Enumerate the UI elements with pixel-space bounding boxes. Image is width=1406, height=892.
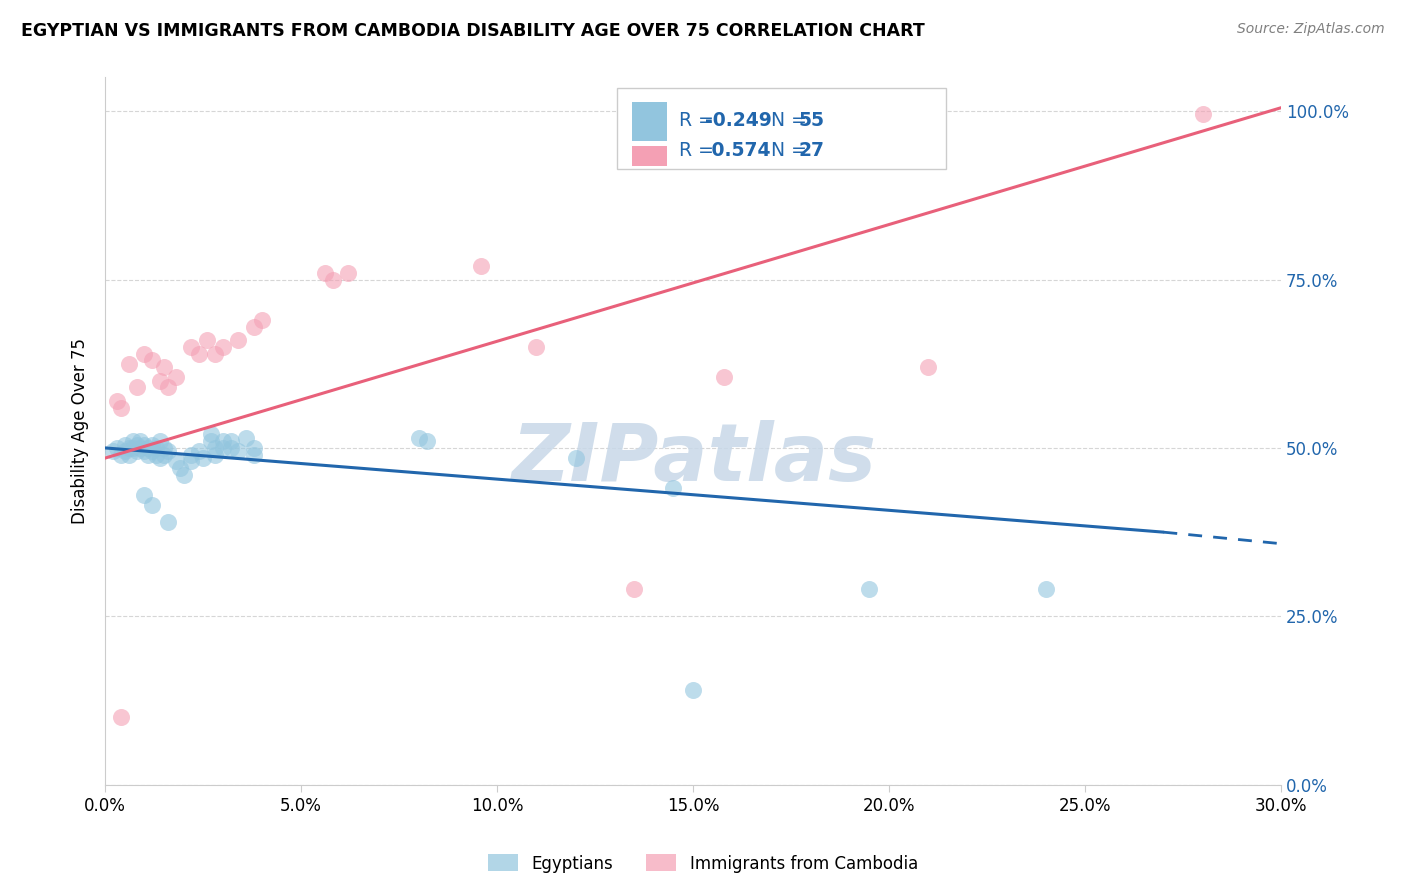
Point — [149, 451, 172, 466]
Point — [243, 448, 266, 462]
Point — [165, 454, 187, 468]
Point — [114, 444, 136, 458]
Point — [141, 498, 163, 512]
Point — [682, 683, 704, 698]
Text: R =: R = — [679, 141, 720, 160]
Point — [169, 461, 191, 475]
Point — [228, 333, 250, 347]
Point — [118, 441, 141, 455]
Text: R =: R = — [679, 112, 720, 130]
Point — [524, 340, 547, 354]
Text: N =: N = — [759, 141, 813, 160]
Point — [564, 451, 586, 466]
Point — [250, 313, 273, 327]
Point — [134, 488, 156, 502]
Point — [134, 444, 156, 458]
Point — [188, 444, 211, 458]
Point — [134, 437, 156, 451]
Point — [193, 451, 215, 466]
Point — [156, 444, 179, 458]
Point — [121, 441, 143, 455]
Point — [136, 448, 159, 462]
Legend: Egyptians, Immigrants from Cambodia: Egyptians, Immigrants from Cambodia — [481, 847, 925, 880]
Point — [145, 441, 167, 455]
Text: 0.574: 0.574 — [704, 141, 770, 160]
Point — [105, 441, 128, 455]
Point — [408, 431, 430, 445]
Point — [188, 346, 211, 360]
Point — [180, 454, 202, 468]
Point — [200, 427, 222, 442]
FancyBboxPatch shape — [617, 88, 946, 169]
Point — [156, 380, 179, 394]
Text: 55: 55 — [799, 112, 825, 130]
Point — [110, 710, 132, 724]
Point — [180, 340, 202, 354]
Y-axis label: Disability Age Over 75: Disability Age Over 75 — [72, 338, 89, 524]
Point — [200, 434, 222, 449]
Point — [114, 437, 136, 451]
Point — [153, 360, 176, 375]
Point — [149, 374, 172, 388]
Point — [623, 582, 645, 597]
FancyBboxPatch shape — [631, 146, 668, 166]
Text: EGYPTIAN VS IMMIGRANTS FROM CAMBODIA DISABILITY AGE OVER 75 CORRELATION CHART: EGYPTIAN VS IMMIGRANTS FROM CAMBODIA DIS… — [21, 22, 925, 40]
Point — [337, 266, 360, 280]
Point — [153, 441, 176, 455]
Point — [110, 401, 132, 415]
Point — [136, 441, 159, 455]
Point — [713, 370, 735, 384]
Point — [173, 467, 195, 482]
Point — [243, 319, 266, 334]
Point — [118, 448, 141, 462]
Point — [211, 434, 233, 449]
Point — [235, 431, 257, 445]
Point — [211, 441, 233, 455]
Point — [917, 360, 939, 375]
Point — [415, 434, 437, 449]
Point — [125, 444, 148, 458]
Point — [129, 434, 152, 449]
Point — [1035, 582, 1057, 597]
Point — [141, 437, 163, 451]
Point — [204, 441, 226, 455]
Point — [141, 353, 163, 368]
Point — [858, 582, 880, 597]
Point — [165, 370, 187, 384]
Point — [101, 444, 124, 458]
Point — [121, 434, 143, 449]
Text: 27: 27 — [799, 141, 825, 160]
Point — [219, 441, 242, 455]
Point — [110, 448, 132, 462]
Point — [322, 272, 344, 286]
Point — [314, 266, 336, 280]
Point — [149, 434, 172, 449]
FancyBboxPatch shape — [631, 103, 668, 141]
Point — [243, 441, 266, 455]
Point — [125, 437, 148, 451]
Text: N =: N = — [759, 112, 813, 130]
Point — [125, 380, 148, 394]
Point — [228, 444, 250, 458]
Point — [180, 448, 202, 462]
Point — [195, 333, 218, 347]
Text: Source: ZipAtlas.com: Source: ZipAtlas.com — [1237, 22, 1385, 37]
Point — [105, 393, 128, 408]
Point — [134, 346, 156, 360]
Text: -0.249: -0.249 — [704, 112, 772, 130]
Point — [145, 448, 167, 462]
Point — [211, 340, 233, 354]
Point — [153, 448, 176, 462]
Point — [1191, 107, 1213, 121]
Point — [662, 481, 685, 495]
Text: ZIPatlas: ZIPatlas — [510, 420, 876, 499]
Point — [141, 444, 163, 458]
Point — [219, 434, 242, 449]
Point — [470, 259, 492, 273]
Point — [156, 515, 179, 529]
Point — [129, 441, 152, 455]
Point — [204, 346, 226, 360]
Point — [204, 448, 226, 462]
Point — [118, 357, 141, 371]
